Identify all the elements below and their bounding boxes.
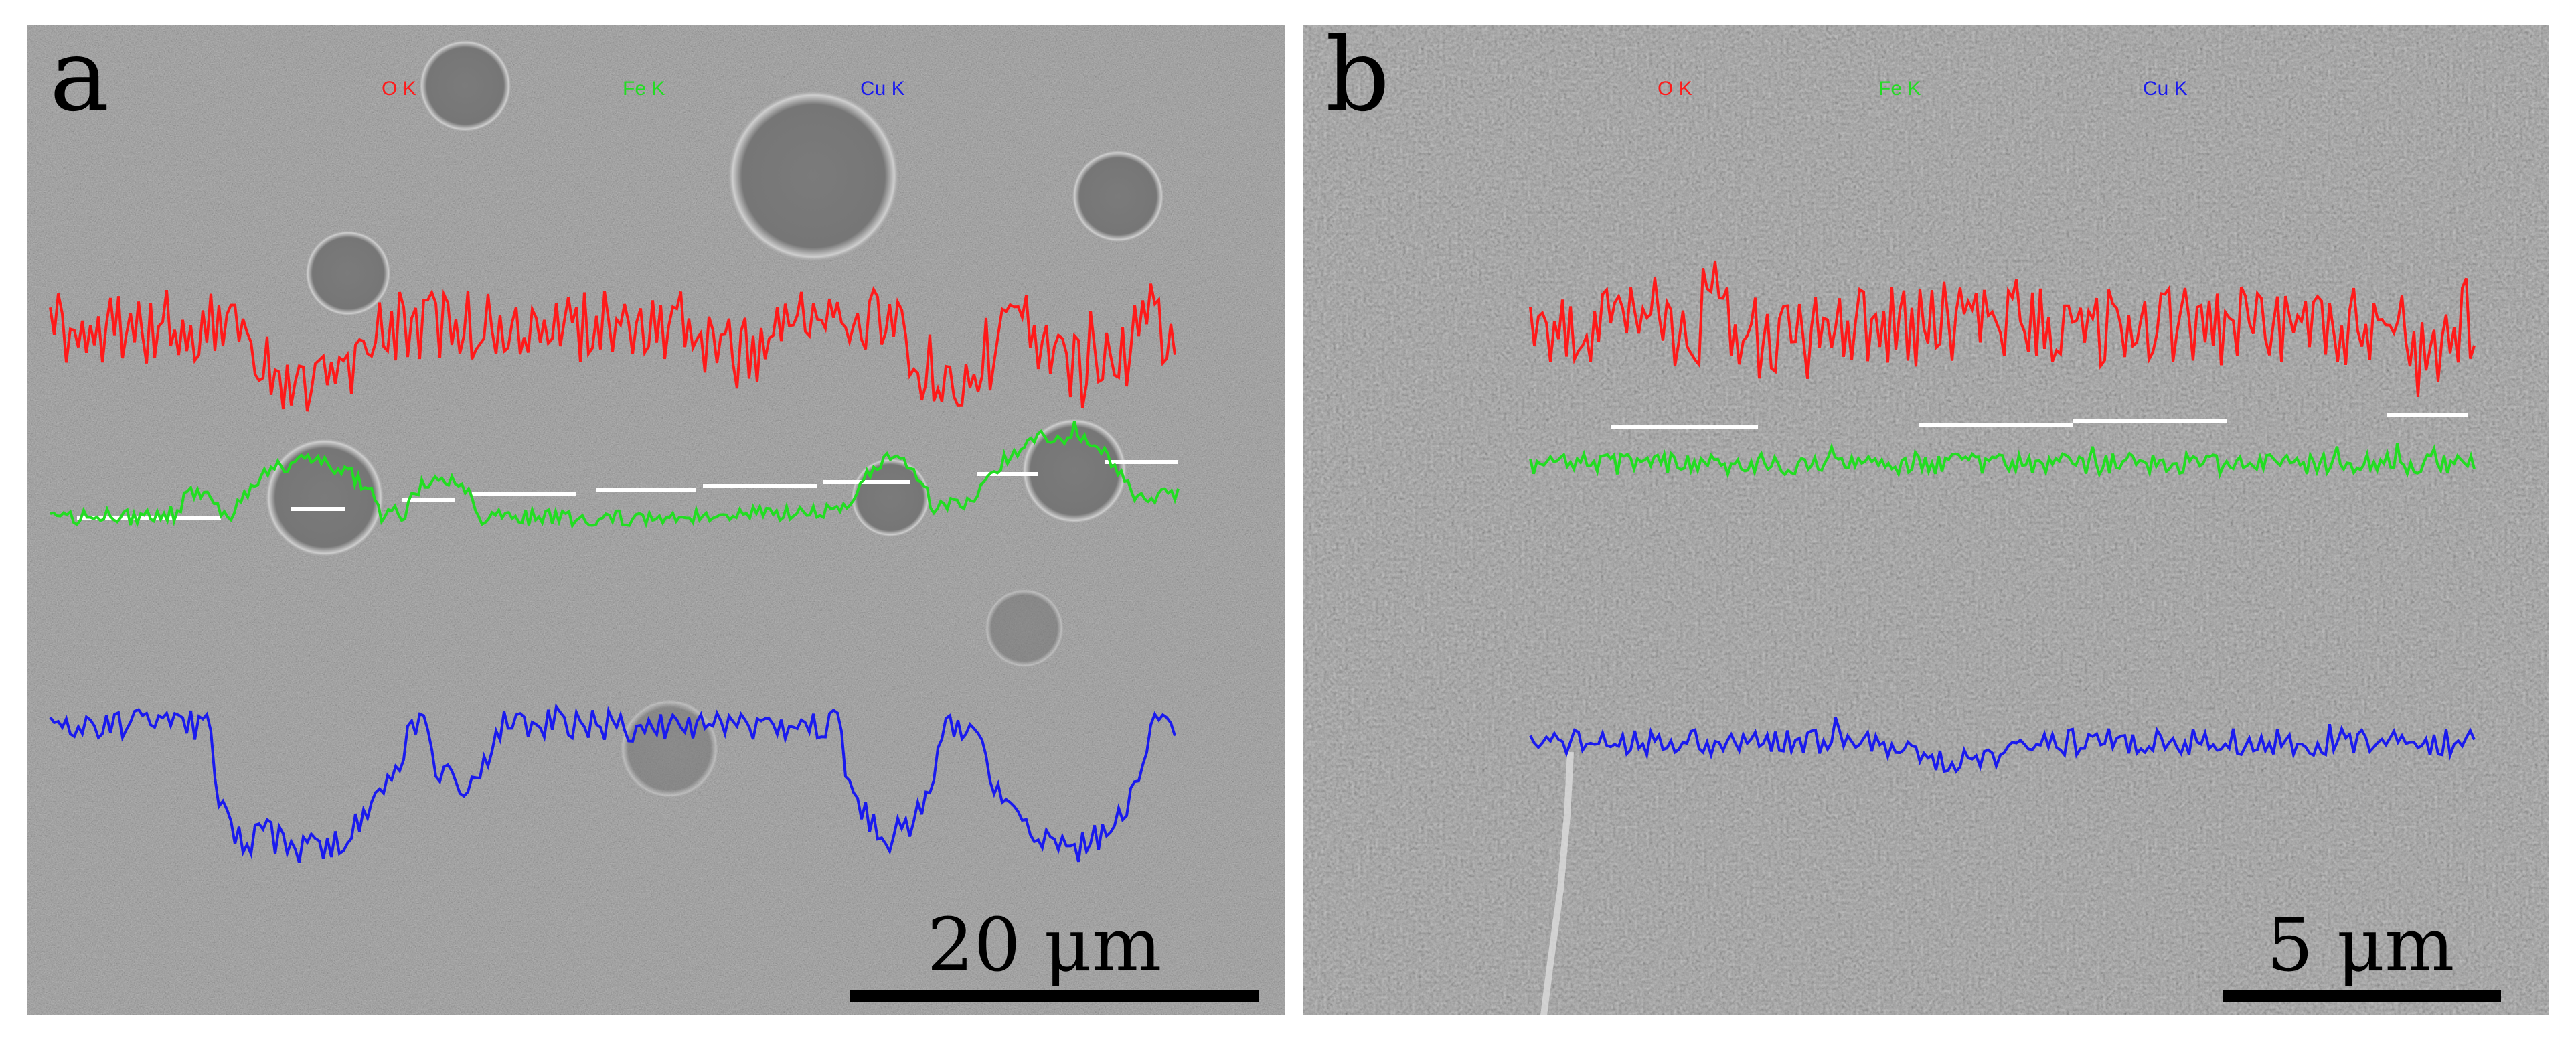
pore [1021,417,1128,524]
pore [264,437,385,558]
panel-a-sem-image: a O K Fe K Cu K 20 μm [27,25,1285,1015]
cu-k-line-profile [49,703,1176,863]
fe-k-line-profile [50,421,1180,529]
o-k-line-profile [1529,260,2476,398]
legend-cu-k: Cu K [860,78,905,100]
panel-a-micrograph [27,25,1285,1015]
pore [850,457,931,538]
pore [984,588,1064,668]
panel-a-letter: a [50,25,110,134]
scale-bar [850,990,1259,1002]
pore [1071,149,1165,243]
pore [726,89,900,263]
cu-k-line-profile [1529,717,2476,774]
panel-b-sem-image: b O K Fe K Cu K 5 μm [1303,25,2549,1015]
scan-line-segments [77,460,1178,520]
pore [305,230,392,317]
legend-o-k: O K [382,78,416,100]
scale-bar [2223,990,2501,1002]
legend-fe-k: Fe K [1878,78,1921,100]
panel-b-letter: b [1325,25,1390,134]
scale-bar-label: 20 μm [927,902,1162,988]
o-k-line-profile [49,283,1176,412]
legend-o-k: O K [1658,78,1692,100]
legend-fe-k: Fe K [623,78,665,100]
pore [619,698,720,799]
panel-b-micrograph [1303,25,2549,1015]
scale-bar-label: 5 μm [2266,902,2455,988]
legend-cu-k: Cu K [2143,78,2188,100]
pore [418,39,512,133]
crack [1540,751,1574,1015]
scan-line-segments [1611,413,2468,429]
fe-k-line-profile [1529,443,2476,479]
